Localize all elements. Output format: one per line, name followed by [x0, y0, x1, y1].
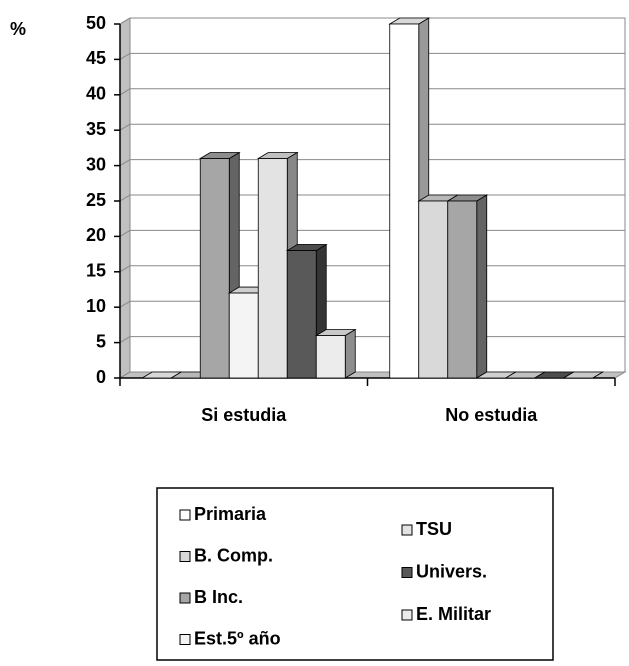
grid-line — [119, 300, 131, 308]
bar — [286, 250, 317, 379]
bar — [447, 200, 478, 379]
grid-line — [119, 229, 131, 237]
y-tick-label: 30 — [86, 154, 106, 174]
grid-line — [119, 159, 131, 167]
bar-top — [562, 371, 605, 379]
grid-line — [119, 336, 131, 344]
grid-line — [119, 371, 131, 379]
y-tick-label: 45 — [86, 48, 106, 68]
legend-label: TSU — [416, 519, 452, 539]
legend-swatch — [401, 567, 413, 578]
legend-swatch — [179, 634, 191, 645]
grid-line — [119, 123, 131, 131]
grid-line — [119, 265, 131, 273]
grid-line — [119, 88, 131, 96]
bar-side — [476, 194, 488, 379]
bar — [418, 200, 449, 379]
bar — [315, 335, 346, 379]
grid-line — [119, 17, 131, 25]
legend-swatch — [179, 551, 191, 562]
grid-line — [119, 194, 131, 202]
grid-line — [119, 52, 131, 60]
legend-swatch — [179, 509, 191, 521]
x-tick-label: Si estudia — [201, 405, 287, 425]
legend-label: Univers. — [416, 561, 487, 581]
y-tick-label: 35 — [86, 119, 106, 139]
legend-box — [156, 487, 554, 661]
legend-label: B Inc. — [194, 587, 243, 607]
legend-label: B. Comp. — [194, 545, 273, 565]
y-tick-label: 0 — [96, 367, 106, 387]
bar — [199, 158, 230, 379]
legend-swatch — [401, 609, 413, 621]
legend-label: Est.5º año — [194, 628, 281, 648]
y-tick-label: 40 — [86, 84, 106, 104]
legend-swatch — [179, 592, 191, 604]
x-tick-label: No estudia — [445, 405, 538, 425]
y-axis-label: % — [10, 19, 26, 39]
y-tick-label: 5 — [96, 331, 106, 351]
y-tick-label: 50 — [86, 13, 106, 33]
y-tick-label: 25 — [86, 190, 106, 210]
legend-label: E. Militar — [416, 604, 491, 624]
y-tick-label: 20 — [86, 225, 106, 245]
legend-label: Primaria — [194, 504, 267, 524]
y-tick-label: 15 — [86, 261, 106, 281]
y-tick-label: 10 — [86, 296, 106, 316]
bar-side — [344, 328, 356, 379]
bar — [228, 292, 259, 379]
legend-swatch — [401, 524, 413, 536]
bar — [389, 23, 420, 379]
bar — [257, 158, 288, 379]
